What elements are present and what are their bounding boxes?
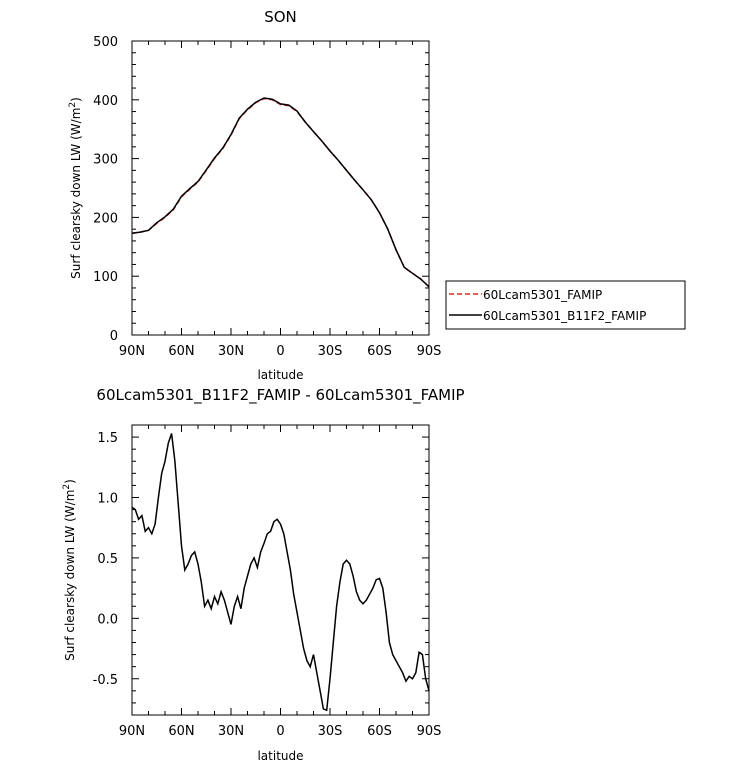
y-axis-label-sup: 2 — [68, 102, 78, 108]
x-axis-label: latitude — [257, 368, 303, 382]
x-tick-label: 90N — [119, 724, 145, 739]
chart-title: SON — [264, 8, 297, 26]
y-axis-label-text: Surf clearsky down LW (W/m — [63, 490, 77, 661]
chart-panel-2: 60Lcam5301_B11F2_FAMIP - 60Lcam5301_FAMI… — [62, 386, 465, 763]
series-line-1 — [131, 433, 430, 712]
legend-label: 60Lcam5301_FAMIP — [483, 288, 602, 302]
x-tick-label: 30N — [218, 344, 244, 359]
y-tick-label: 200 — [93, 211, 118, 226]
y-tick-label: 0.5 — [97, 552, 118, 567]
x-tick-label: 0 — [276, 344, 284, 359]
y-tick-label: 400 — [93, 94, 118, 109]
y-tick-label: 300 — [93, 153, 118, 168]
y-tick-label: 100 — [93, 270, 118, 285]
y-axis-label-close: ) — [69, 97, 83, 102]
plot-frame — [131, 424, 430, 716]
x-tick-label: 60N — [168, 724, 194, 739]
legend-box — [445, 280, 686, 330]
y-axis-label-text: Surf clearsky down LW (W/m — [69, 108, 83, 279]
series-line-1 — [131, 97, 430, 288]
x-tick-label: 90S — [417, 724, 442, 739]
y-axis-label: Surf clearsky down LW (W/m2) — [62, 479, 77, 661]
y-tick-label: 1.0 — [97, 492, 118, 507]
legend: 60Lcam5301_FAMIP 60Lcam5301_B11F2_FAMIP — [445, 280, 686, 330]
x-tick-label: 30N — [218, 724, 244, 739]
y-tick-label: -0.5 — [93, 673, 118, 688]
plot-frame — [131, 40, 430, 336]
x-tick-label: 60S — [367, 724, 392, 739]
y-tick-label: 1.5 — [97, 431, 118, 446]
y-axis-label: Surf clearsky down LW (W/m2) — [68, 97, 83, 279]
y-tick-label: 0.0 — [97, 612, 118, 627]
x-tick-label: 90S — [417, 344, 442, 359]
x-tick-label: 30S — [318, 344, 343, 359]
x-tick-label: 60S — [367, 344, 392, 359]
series-line-2 — [131, 97, 430, 288]
x-tick-label: 0 — [276, 724, 284, 739]
y-tick-label: 0 — [110, 329, 118, 344]
x-tick-label: 30S — [318, 724, 343, 739]
y-axis-label-sup: 2 — [62, 484, 72, 490]
chart-title: 60Lcam5301_B11F2_FAMIP - 60Lcam5301_FAMI… — [96, 386, 464, 405]
y-axis-label-close: ) — [63, 479, 77, 484]
x-axis-label: latitude — [257, 749, 303, 763]
legend-label: 60Lcam5301_B11F2_FAMIP — [483, 309, 646, 323]
x-tick-label: 90N — [119, 344, 145, 359]
x-tick-label: 60N — [168, 344, 194, 359]
chart-panel-1: SON 90N 60N 30N 0 30S 60S 90S 0 100 200 300 400 500 la… — [68, 8, 686, 382]
y-tick-label: 500 — [93, 35, 118, 50]
